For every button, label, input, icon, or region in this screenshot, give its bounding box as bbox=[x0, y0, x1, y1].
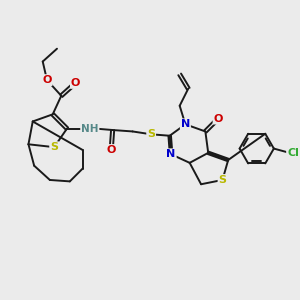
Text: O: O bbox=[42, 75, 52, 85]
Text: O: O bbox=[106, 145, 116, 155]
Text: S: S bbox=[50, 142, 58, 152]
Text: S: S bbox=[147, 129, 155, 139]
Text: O: O bbox=[71, 78, 80, 88]
Text: N: N bbox=[181, 119, 190, 129]
Text: Cl: Cl bbox=[287, 148, 299, 158]
Text: S: S bbox=[218, 175, 226, 185]
Text: NH: NH bbox=[81, 124, 99, 134]
Text: N: N bbox=[167, 149, 176, 159]
Text: O: O bbox=[214, 114, 223, 124]
